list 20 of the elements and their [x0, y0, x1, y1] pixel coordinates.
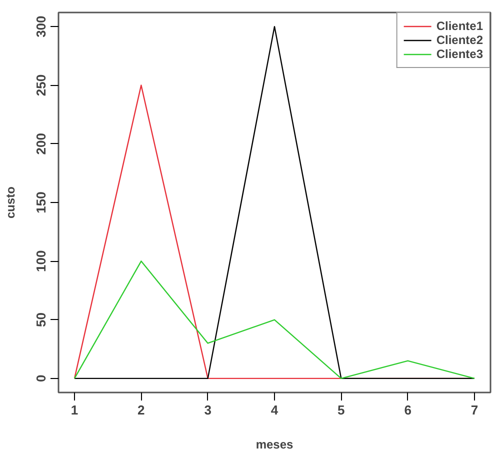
legend-label: Cliente3 [436, 47, 483, 61]
y-tick-label: 150 [34, 192, 48, 214]
x-tick-label: 6 [404, 402, 412, 418]
x-axis-title: meses [256, 438, 294, 452]
y-tick-label: 100 [34, 250, 48, 272]
legend-label: Cliente1 [436, 19, 483, 33]
x-tick-label: 3 [204, 402, 212, 418]
y-axis-title: custo [4, 186, 18, 218]
line-series [74, 260, 476, 380]
x-tick-label: 2 [138, 402, 145, 418]
x-tick-label: 1 [70, 402, 78, 418]
y-tick-label: 200 [34, 133, 48, 155]
y-tick-label: 300 [34, 16, 48, 38]
y-tick-label: 50 [34, 312, 48, 328]
x-tick-label: 5 [338, 402, 345, 418]
x-tick-label: 4 [270, 402, 279, 418]
y-tick-label: 250 [34, 74, 48, 96]
legend-label: Cliente2 [436, 33, 483, 47]
y-tick-label: 0 [34, 374, 48, 382]
x-tick-label: 7 [470, 402, 478, 418]
